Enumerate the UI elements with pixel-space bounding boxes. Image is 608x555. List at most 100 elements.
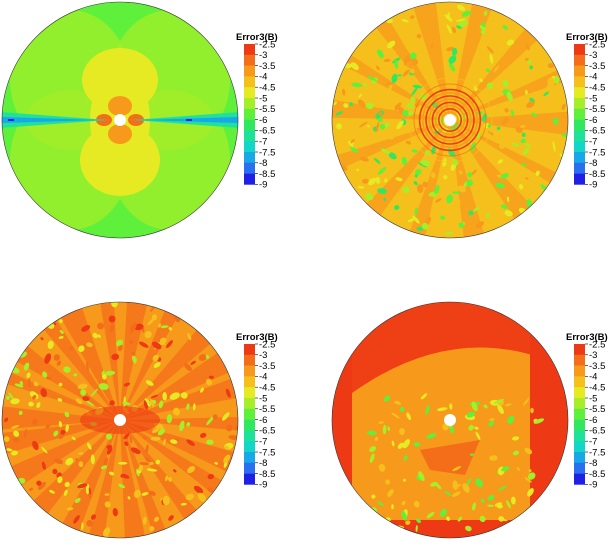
colorbar-tick-label: -5.5 [259,404,275,415]
colorbar-swatch [244,387,255,399]
legend-title: Error3(B) [566,32,608,43]
colorbar-swatch [244,108,255,120]
contour-plot-4: Error3(B)-2.5-3-3.5-4-4.5-5-5.5-6-6.5-7-… [331,301,608,539]
colorbar-tick-label: -9 [589,480,597,491]
colorbar-swatch [244,430,255,442]
colorbar-tick-label: -6 [259,115,267,126]
colorbar-swatch [574,452,585,464]
colorbar-tick-label: -2.5 [259,339,275,350]
contour-plot-1: Error3(B)-2.5-3-3.5-4-4.5-5-5.5-6-6.5-7-… [1,1,278,239]
colorbar-swatch [244,87,255,99]
colorbar-tick-label: -8.5 [259,469,275,480]
panel-top-right: Error3(B) -2.5 -3 -3.5 -4 -4.5 -5 -5.5 -6 -6.5 -7-… [330,0,608,255]
colorbar-swatch [244,119,255,131]
colorbar-tick-label: -6 [259,415,267,426]
colorbar-swatch [574,173,585,185]
colorbar-swatch [244,398,255,410]
contour-field [2,2,238,238]
colorbar-swatch [244,462,255,474]
colorbar-swatch [574,408,585,420]
colorbar-swatch [574,65,585,77]
colorbar-tick-label: -8 [259,458,267,469]
colorbar-swatch [574,130,585,142]
colorbar-swatch [574,152,585,164]
domain-outline [331,1,569,239]
colorbar-tick-label: -7 [259,137,267,148]
colorbar-swatch [574,76,585,88]
colorbar-tick-label: -5 [259,393,267,404]
colorbar-tick-label: -9 [259,480,267,491]
colorbar-swatch [574,344,585,356]
colorbar-tick-label: -4.5 [259,383,275,394]
colorbar-tick-label: -8 [589,158,597,169]
colorbar-swatch [244,452,255,464]
colorbar-tick-label: -3.5 [259,61,275,72]
colorbar-tick-label: -5.5 [589,104,605,115]
colorbar-swatch [574,354,585,366]
center-hole [444,114,456,126]
colorbar-tick-label: -4 [589,372,597,383]
colorbar-tick-label: -9 [259,180,267,191]
colorbar-tick-label: -5.5 [589,404,605,415]
colorbar-tick-label: -4 [589,72,597,83]
colorbar-tick-label: -6.5 [589,426,605,437]
colorbar-swatch [244,473,255,485]
colorbar-tick-label: -4.5 [259,83,275,94]
legend-title: Error3(B) [566,332,608,343]
colorbar-tick-label: -7.5 [259,447,275,458]
colorbar-tick-label: -5 [589,93,597,104]
contour-field [332,2,568,238]
colorbar-swatch [574,473,585,485]
panel-bottom-left: Error3(B) -2.5 -3 -3.5 -4 -4.5 -5 -5.5 -6 -6.5 -7-… [0,300,300,555]
colorbar-swatch [244,76,255,88]
center-hole [114,114,126,126]
colorbar-swatch [244,365,255,377]
panel-top-left: Error3(B) -2.5 -3 -3.5 -4 -4.5 -5 -5.5 -6 -6.5 -7-… [0,0,300,255]
colorbar-tick-label: -4 [259,372,267,383]
colorbar-swatch [574,162,585,174]
colorbar-tick-label: -4 [259,72,267,83]
colorbar-tick-label: -8 [259,158,267,169]
colorbar-legend: Error3(B)-2.5-3-3.5-4-4.5-5-5.5-6-6.5-7-… [566,32,608,191]
colorbar-tick-label: -7.5 [589,147,605,158]
colorbar-swatch [574,87,585,99]
colorbar-tick-label: -7.5 [589,447,605,458]
colorbar-tick-label: -3.5 [589,361,605,372]
legend-title: Error3(B) [236,332,278,343]
colorbar-swatch [574,462,585,474]
colorbar-tick-label: -6.5 [259,426,275,437]
contour-plot-2: Error3(B)-2.5-3-3.5-4-4.5-5-5.5-6-6.5-7-… [331,1,608,239]
colorbar-swatch [244,354,255,366]
legend-title: Error3(B) [236,32,278,43]
colorbar-tick-label: -3 [589,350,597,361]
colorbar-swatch [244,441,255,453]
colorbar-tick-label: -5.5 [259,104,275,115]
colorbar-tick-label: -2.5 [589,39,605,50]
colorbar-swatch [574,141,585,153]
domain-outline [1,301,239,539]
colorbar-swatch [244,98,255,110]
colorbar-tick-label: -9 [589,180,597,191]
colorbar-tick-label: -7 [589,437,597,448]
colorbar-tick-label: -5 [259,93,267,104]
domain-outline [331,301,569,539]
colorbar-tick-label: -3 [589,50,597,61]
colorbar-tick-label: -5 [589,393,597,404]
colorbar-legend: Error3(B)-2.5-3-3.5-4-4.5-5-5.5-6-6.5-7-… [236,332,278,491]
panel-bottom-right: Error3(B) -2.5 -3 -3.5 -4 -4.5 -5 -5.5 -6 -6.5 -7-… [330,300,608,555]
colorbar-swatch [574,44,585,56]
colorbar-tick-label: -8 [589,458,597,469]
colorbar-tick-label: -8.5 [259,169,275,180]
colorbar-tick-label: -6 [589,115,597,126]
colorbar-tick-label: -2.5 [259,39,275,50]
domain-outline [1,1,239,239]
colorbar-swatch [574,54,585,66]
colorbar-tick-label: -7 [589,137,597,148]
colorbar-tick-label: -4.5 [589,383,605,394]
colorbar-swatch [574,365,585,377]
colorbar-tick-label: -6 [589,415,597,426]
colorbar-swatch [244,152,255,164]
colorbar-swatch [574,441,585,453]
colorbar-tick-label: -8.5 [589,169,605,180]
colorbar-tick-label: -3 [259,350,267,361]
